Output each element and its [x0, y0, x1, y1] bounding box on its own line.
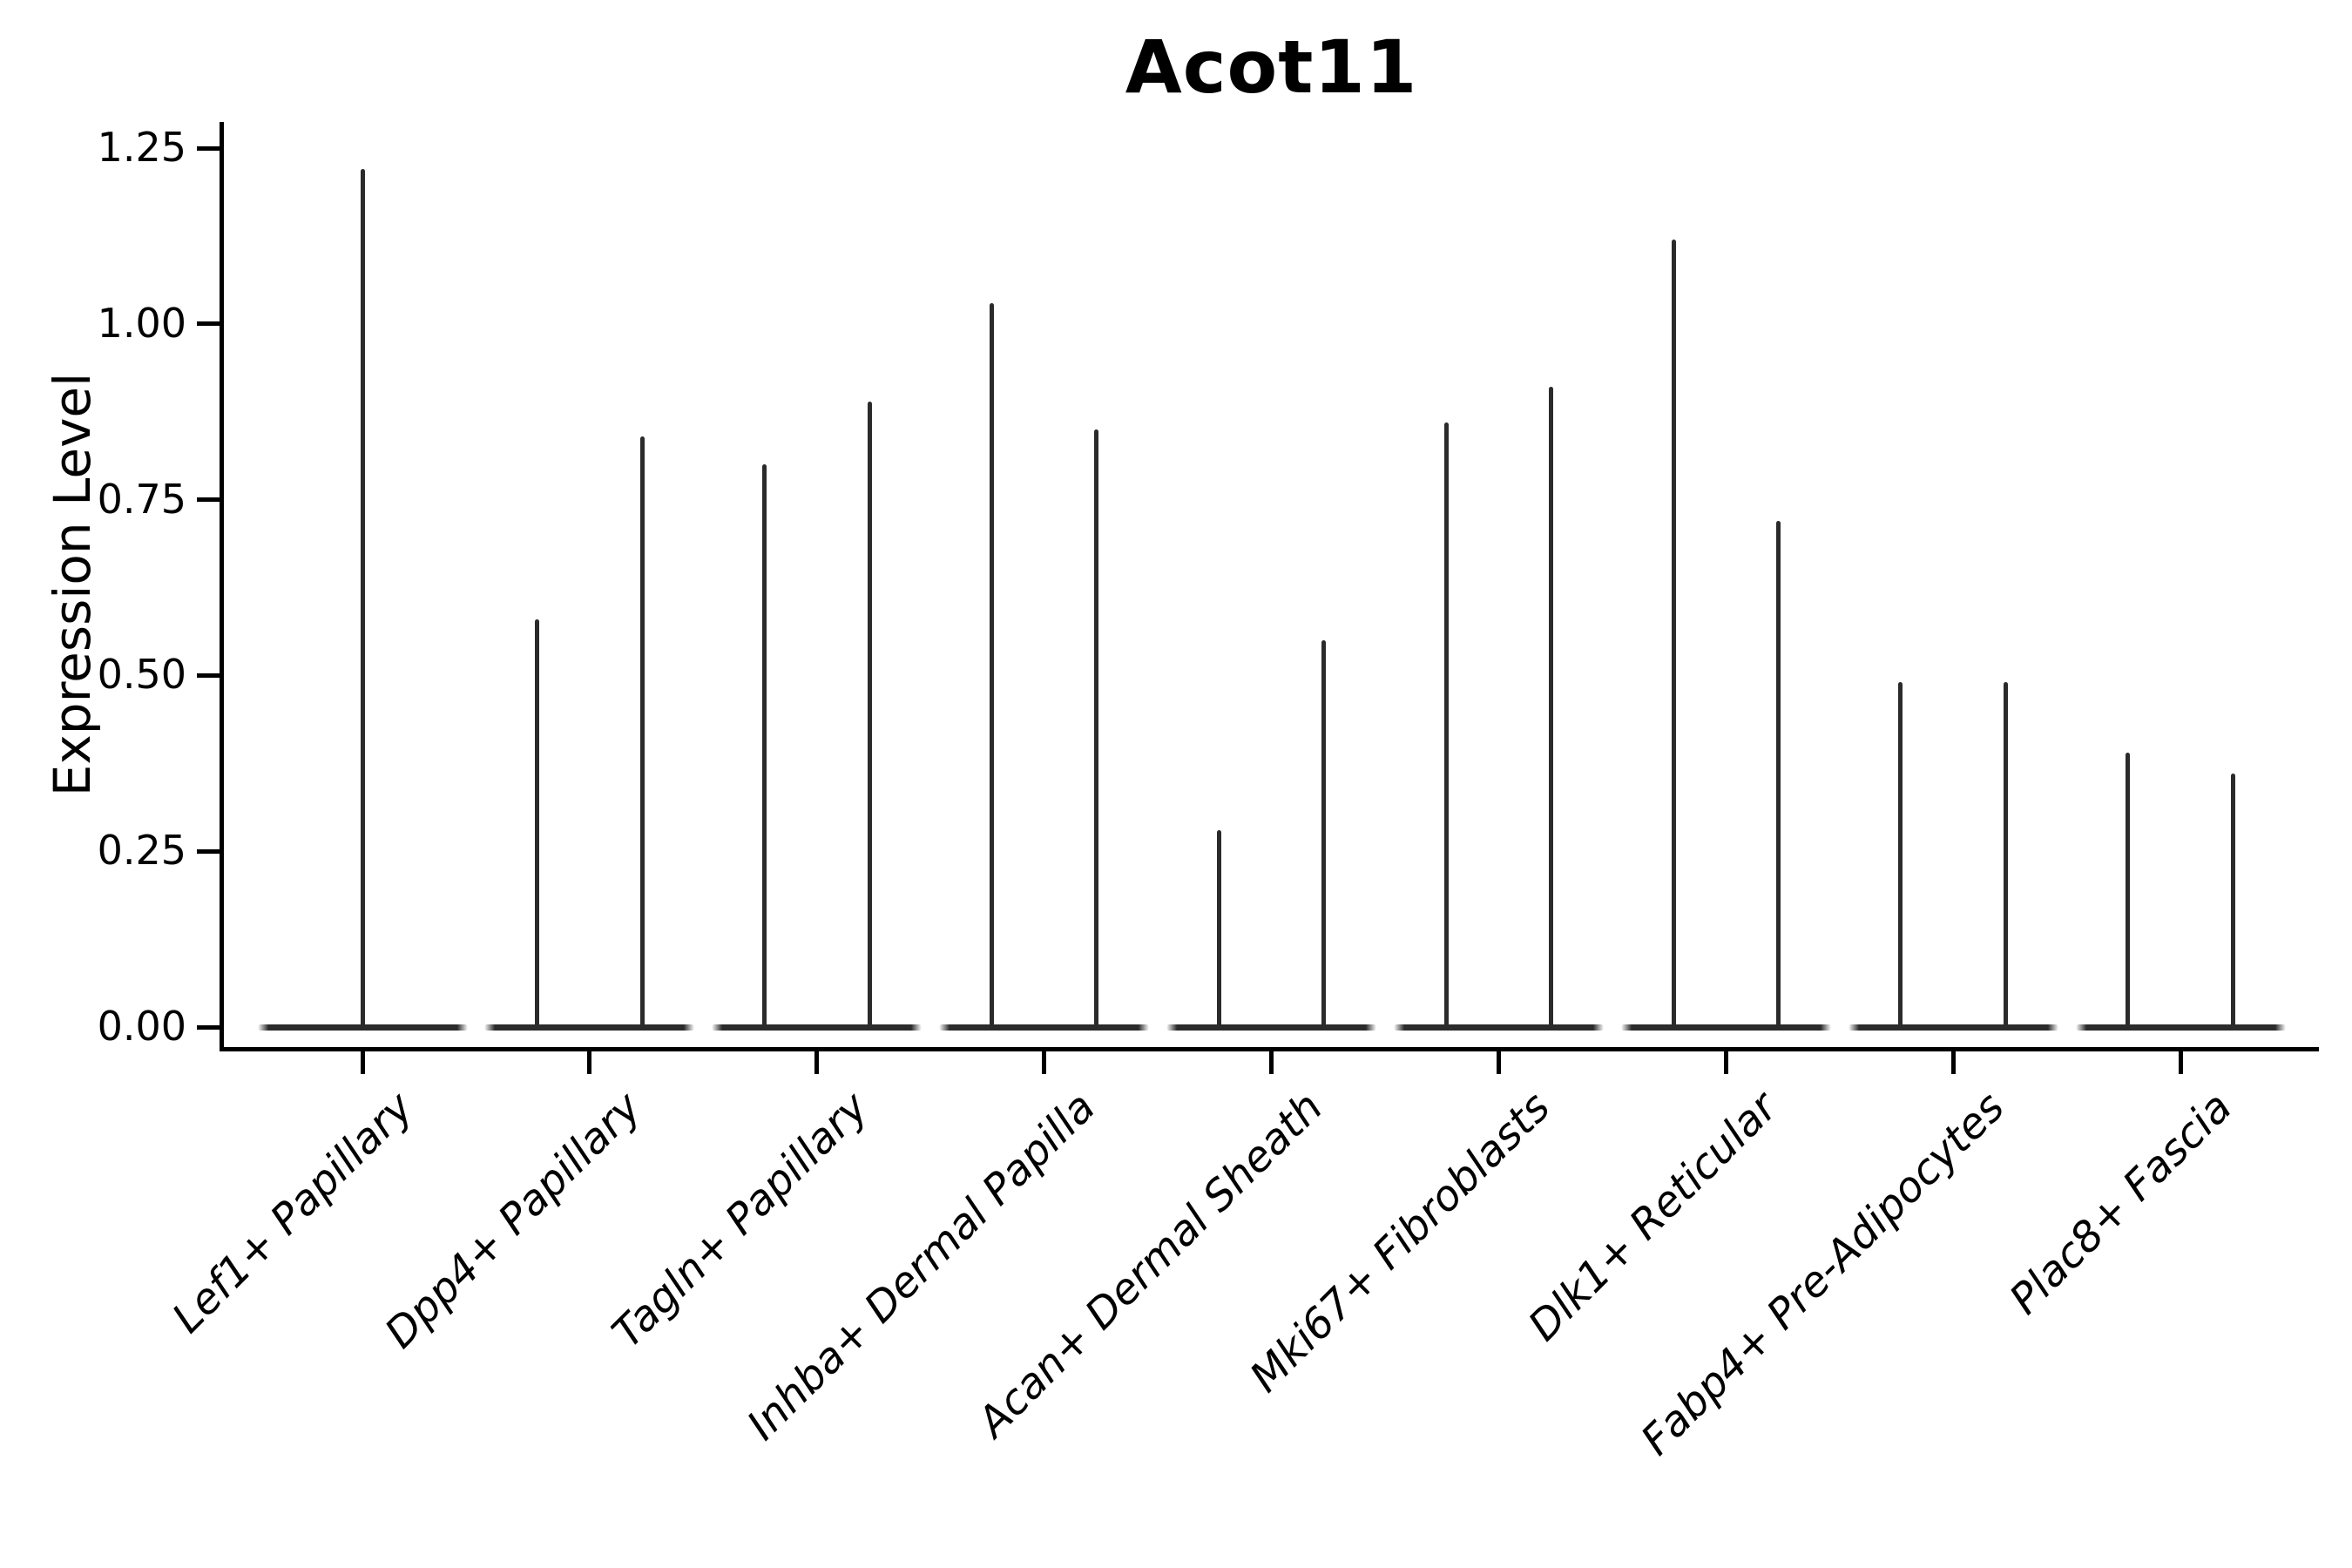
- x-axis-tick: [1496, 1051, 1501, 1074]
- x-axis-tick: [360, 1051, 365, 1074]
- x-tick-label: Dlk1+ Reticular: [1518, 1083, 1787, 1351]
- x-tick-label: Fabp4+ Pre-Adipocytes: [1632, 1083, 2014, 1465]
- x-axis-tick: [1269, 1051, 1274, 1074]
- violin-base: [484, 1024, 695, 1031]
- y-tick-label: 1.00: [97, 299, 186, 347]
- violin-spike: [762, 464, 767, 1031]
- x-axis-tick: [1950, 1051, 1956, 1074]
- x-axis-spine: [220, 1047, 2319, 1051]
- y-tick-label: 0.25: [97, 827, 186, 875]
- violin-spike: [2126, 753, 2131, 1031]
- x-tick-label: Lef1+ Papillary: [163, 1083, 423, 1343]
- violin-base: [1620, 1024, 1831, 1031]
- violin-spike: [535, 618, 540, 1031]
- chart-title: Acot11: [1125, 24, 1418, 110]
- violin-spike: [639, 436, 645, 1031]
- violin-spike: [1443, 422, 1449, 1031]
- violin-spike: [1671, 239, 1676, 1031]
- x-axis-tick: [587, 1051, 592, 1074]
- violin-spike: [1549, 387, 1554, 1031]
- violin-spike: [989, 302, 994, 1031]
- y-tick-label: 1.25: [97, 123, 186, 171]
- y-axis-tick: [197, 1024, 220, 1030]
- violin-spike: [360, 169, 365, 1031]
- y-tick-label: 0.50: [97, 651, 186, 699]
- x-axis-tick: [2178, 1051, 2183, 1074]
- y-axis-tick: [197, 321, 220, 327]
- x-axis-tick: [1723, 1051, 1728, 1074]
- y-tick-label: 0.00: [97, 1002, 186, 1050]
- violin-spike: [1898, 682, 1903, 1031]
- violin-spike: [1776, 520, 1781, 1031]
- violin-spike: [2003, 682, 2008, 1031]
- violin-spike: [1094, 429, 1099, 1031]
- violin-base: [712, 1024, 923, 1031]
- y-axis-tick: [197, 848, 220, 854]
- violin-spike: [867, 401, 872, 1031]
- y-axis-tick: [197, 672, 220, 678]
- y-axis-tick: [197, 497, 220, 503]
- x-axis-tick: [1042, 1051, 1047, 1074]
- violin-base: [1393, 1024, 1604, 1031]
- violin-base: [1848, 1024, 2058, 1031]
- violin-base: [1166, 1024, 1376, 1031]
- violin-spike: [1216, 829, 1221, 1031]
- violin-spike: [1321, 640, 1327, 1031]
- violin-base: [939, 1024, 1150, 1031]
- y-axis-tick: [197, 145, 220, 151]
- x-tick-label: Plac8+ Fascia: [1999, 1083, 2241, 1324]
- violin-base: [2075, 1024, 2286, 1031]
- violin-spike: [2230, 774, 2235, 1031]
- y-axis-spine: [220, 122, 224, 1051]
- y-tick-label: 0.75: [97, 475, 186, 523]
- x-axis-tick: [814, 1051, 820, 1074]
